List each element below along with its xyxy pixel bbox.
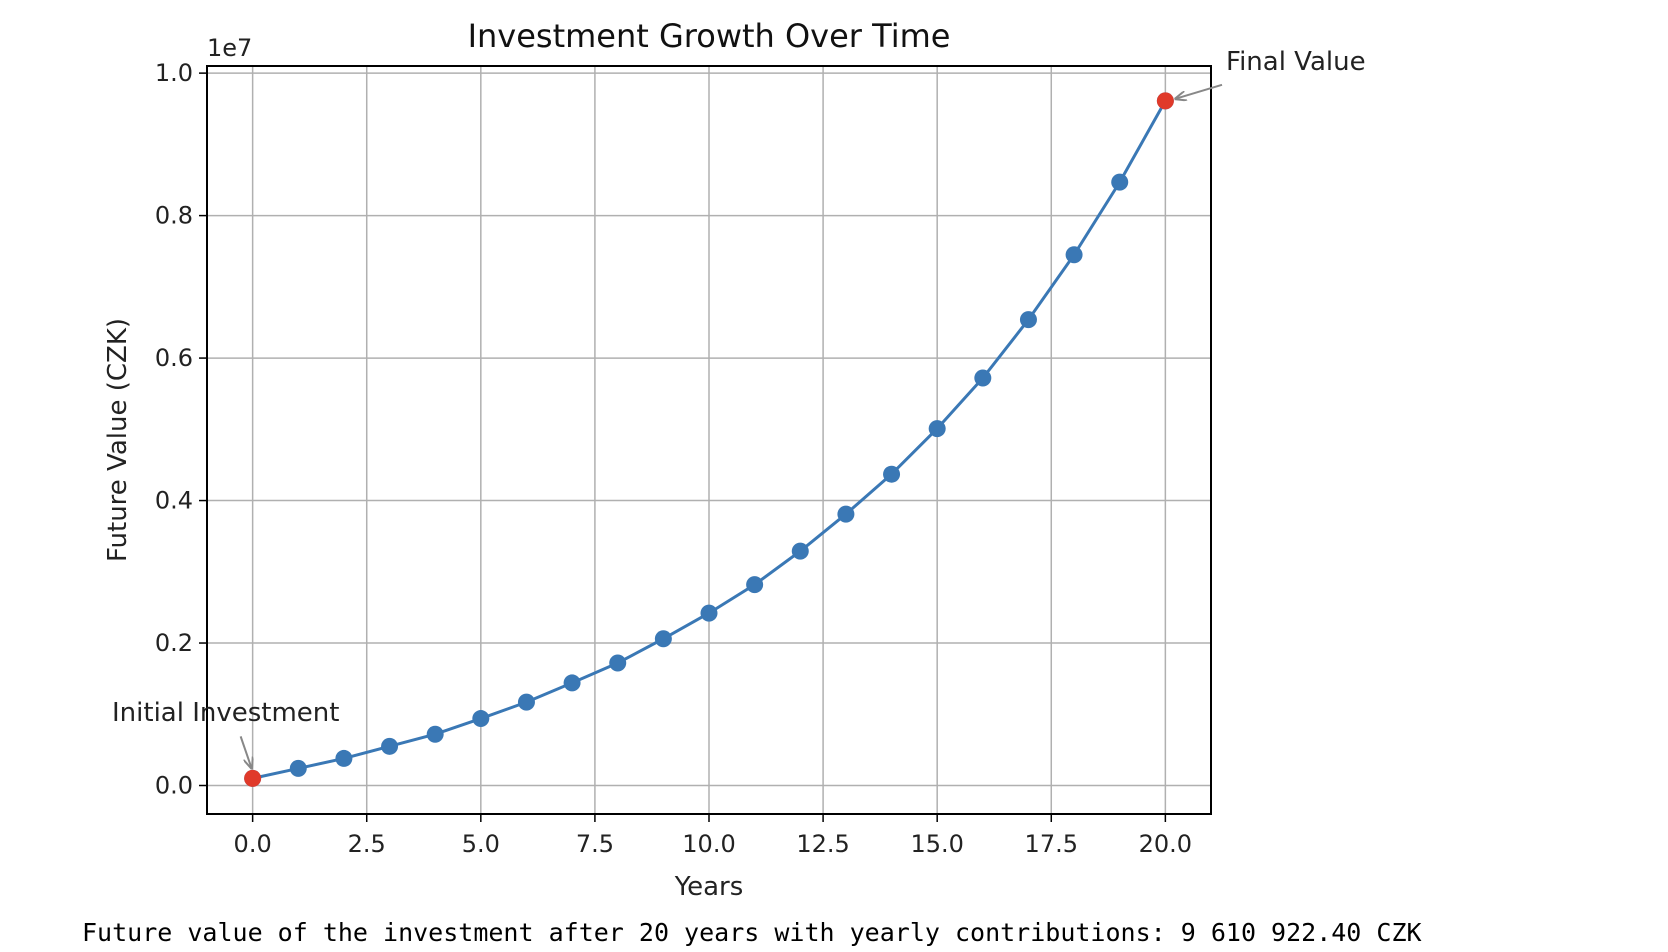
data-point — [974, 369, 992, 387]
x-tick-label: 2.5 — [348, 830, 386, 858]
x-tick-label: 17.5 — [1025, 830, 1078, 858]
x-tick-label: 15.0 — [910, 830, 963, 858]
data-point — [791, 542, 809, 560]
data-point — [563, 674, 581, 692]
y-tick-label: 0.6 — [155, 344, 193, 372]
initial-investment-marker — [244, 769, 262, 787]
x-tick-label: 12.5 — [796, 830, 849, 858]
data-point — [883, 465, 901, 483]
y-axis-title: Future Value (CZK) — [103, 318, 133, 562]
y-tick-label: 0.8 — [155, 202, 193, 230]
data-point — [1111, 173, 1129, 191]
annotation-final-value: Final Value — [1226, 47, 1366, 77]
x-tick-label: 20.0 — [1139, 830, 1192, 858]
y-tick-label: 1.0 — [155, 59, 193, 87]
final-value-marker — [1156, 92, 1174, 110]
data-point — [472, 710, 490, 728]
data-point — [381, 737, 399, 755]
x-axis-title: Years — [674, 872, 744, 902]
data-point — [746, 576, 764, 594]
data-point — [928, 420, 946, 438]
x-tick-label: 10.0 — [682, 830, 735, 858]
data-point — [837, 505, 855, 523]
data-point — [289, 759, 307, 777]
y-axis-offset-label: 1e7 — [207, 34, 252, 62]
data-point — [517, 693, 535, 711]
data-point — [609, 654, 627, 672]
y-tick-label: 0.2 — [155, 629, 193, 657]
x-tick-label: 5.0 — [462, 830, 500, 858]
data-point — [654, 630, 672, 648]
data-point — [1019, 311, 1037, 329]
investment-growth-chart: 0.0 2.5 5.0 7.5 10.0 12.5 15.0 17.5 20.0 0.0 0.2 0.… — [103, 17, 1366, 902]
data-point — [1065, 246, 1083, 264]
data-point — [700, 604, 718, 622]
y-tick-label: 0.4 — [155, 487, 193, 515]
x-tick-label: 7.5 — [576, 830, 614, 858]
data-point — [426, 725, 444, 743]
annotation-arrow — [1175, 83, 1223, 99]
chart-title: Investment Growth Over Time — [468, 17, 951, 55]
annotation-initial-investment: Initial Investment — [112, 698, 339, 728]
y-tick-label: 0.0 — [155, 772, 193, 800]
output-text: Future value of the investment after 20 … — [82, 918, 1422, 947]
data-point — [335, 749, 353, 767]
annotation-arrow — [239, 736, 252, 768]
x-tick-label: 0.0 — [234, 830, 272, 858]
